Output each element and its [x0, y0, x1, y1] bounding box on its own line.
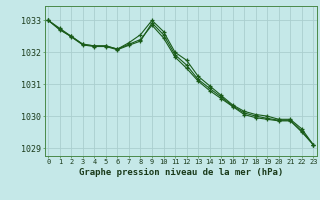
X-axis label: Graphe pression niveau de la mer (hPa): Graphe pression niveau de la mer (hPa) [79, 168, 283, 177]
